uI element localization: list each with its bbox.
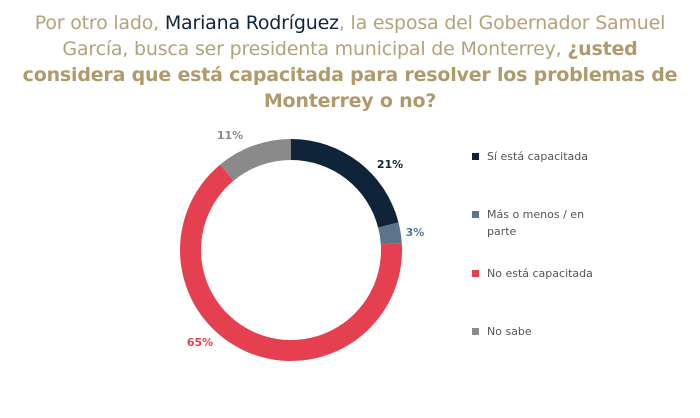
legend-swatch: [472, 328, 479, 335]
legend-label: Más o menos / en parte: [487, 206, 597, 240]
donut-slice: [291, 139, 399, 228]
legend-label: No sabe: [487, 323, 627, 340]
data-label: 65%: [187, 336, 213, 349]
data-label: 11%: [217, 129, 243, 142]
donut-slice: [220, 139, 291, 181]
data-label: 3%: [406, 226, 425, 239]
data-label: 21%: [377, 158, 403, 171]
legend-label: Sí está capacitada: [487, 148, 627, 165]
legend-swatch: [472, 270, 479, 277]
legend-label: No está capacitada: [487, 265, 627, 282]
legend-swatch: [472, 153, 479, 160]
donut-slices: [180, 139, 402, 361]
legend-swatch: [472, 211, 479, 218]
